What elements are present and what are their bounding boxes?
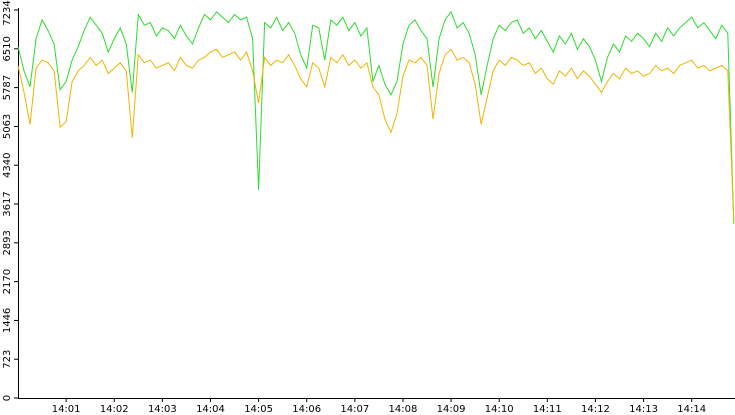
x-tick-label: 14:12 [581,404,610,415]
y-tick-label: 4340 [2,152,13,177]
x-tick-label: 14:03 [148,404,177,415]
y-tick-label: 3617 [2,191,13,216]
x-tick-label: 14:06 [292,404,321,415]
x-tick-label: 14:07 [340,404,369,415]
x-tick-label: 14:08 [389,404,418,415]
x-tick-label: 14:05 [244,404,273,415]
x-tick-label: 14:13 [629,404,658,415]
x-tick-label: 14:01 [52,404,81,415]
series-line [17,10,735,224]
y-tick-label: 5063 [2,114,13,139]
y-tick-label: 1446 [2,308,13,333]
x-tick-label: 14:04 [196,404,225,415]
x-tick-label: 14:14 [677,404,706,415]
series-line [17,48,735,222]
y-tick-label: 7234 [2,0,13,25]
y-tick-label: 723 [2,350,13,369]
x-tick-label: 14:09 [437,404,466,415]
x-tick-label: 14:02 [100,404,129,415]
y-tick-label: 2893 [2,230,13,255]
y-tick-label: 6510 [2,36,13,61]
x-tick-label: 14:11 [533,404,562,415]
y-tick-label: 5787 [2,75,13,100]
y-tick-label: 0 [2,395,13,401]
x-tick-label: 14:10 [485,404,514,415]
y-tick-label: 2170 [2,269,13,294]
